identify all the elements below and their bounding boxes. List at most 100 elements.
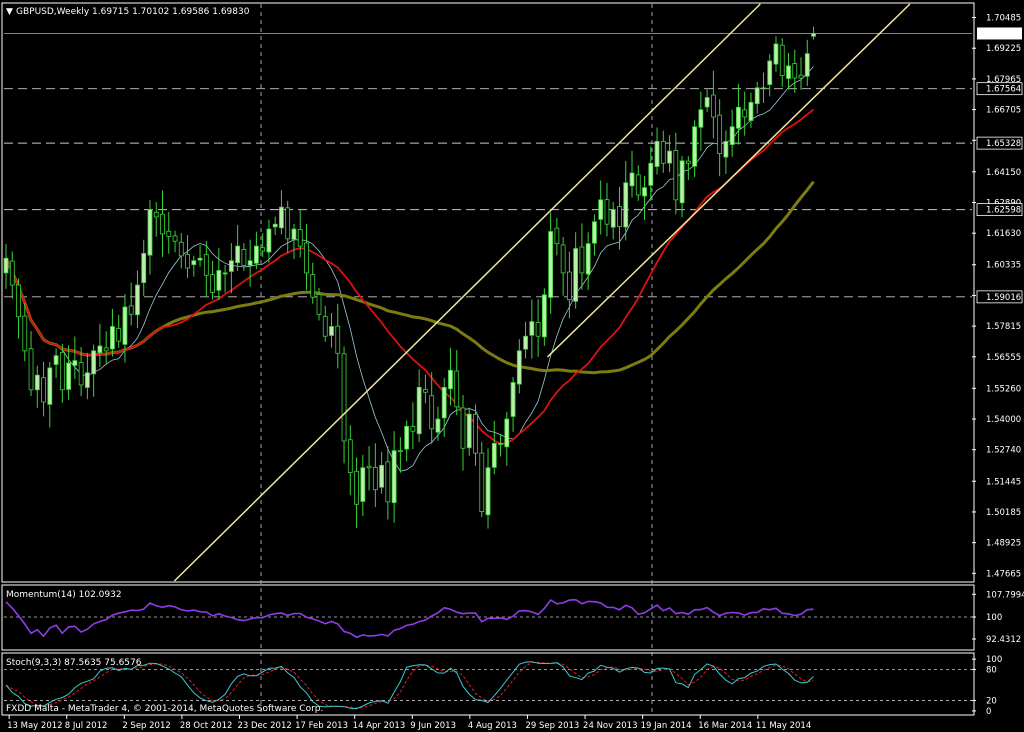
level-price-label: 1.62598	[986, 206, 1021, 216]
stoch-tick-label: 100	[986, 655, 1002, 665]
candle-body	[366, 465, 372, 469]
time-tick-label: 8 Jul 2012	[65, 721, 108, 731]
chart-ohlc: 1.69715 1.70102 1.69586 1.69830	[92, 7, 250, 17]
candle-body	[47, 367, 53, 405]
candle-body	[761, 87, 766, 90]
level-price-box	[976, 136, 1023, 150]
channel-line	[173, 3, 761, 582]
candle-body	[391, 450, 397, 504]
candle-body	[736, 106, 741, 129]
time-tick-label: 4 Aug 2013	[468, 721, 517, 731]
chart-menu-icon[interactable]: ▼	[6, 7, 13, 17]
candle-body	[535, 322, 541, 337]
candle-body	[466, 413, 472, 449]
candle-body	[354, 470, 359, 505]
grid	[4, 4, 972, 715]
candle-body	[310, 274, 316, 298]
candle-body	[491, 442, 497, 468]
current-price-label: 1.69830	[986, 29, 1021, 39]
level-price-label: 1.59016	[986, 293, 1021, 303]
momentum-tick-label: 100	[986, 613, 1002, 623]
price-tick-label: 1.57815	[986, 322, 1021, 332]
candle-body	[573, 248, 579, 302]
candle-body	[648, 162, 654, 186]
candle-body	[172, 235, 178, 242]
candle-body	[216, 270, 222, 291]
candle-body	[617, 206, 622, 228]
candle-body	[779, 44, 785, 77]
candle-body	[554, 227, 560, 245]
time-tick-label: 11 May 2014	[756, 721, 811, 731]
candle-body	[798, 74, 804, 79]
candle-body	[197, 257, 203, 261]
candle-body	[153, 211, 159, 218]
candle-body	[416, 386, 422, 435]
channel-line	[546, 3, 911, 358]
candle-body	[347, 439, 353, 474]
candle-body	[460, 407, 466, 449]
candle-body	[642, 187, 647, 197]
chart-title: GBPUSD,Weekly	[16, 7, 90, 17]
candle-body	[773, 43, 779, 65]
candle-body	[141, 253, 147, 283]
time-tick-label: 16 Mar 2014	[698, 721, 752, 731]
candle-body	[698, 109, 704, 128]
candle-body	[567, 271, 572, 301]
time-tick-label: 29 Sep 2013	[525, 721, 579, 731]
price-tick-label: 1.67965	[986, 75, 1021, 85]
candle-body	[235, 245, 241, 264]
candle-body	[41, 377, 46, 403]
candle-body	[210, 274, 215, 293]
channel-lines	[173, 3, 911, 582]
price-axis: 1.704851.692251.679651.667051.654451.641…	[972, 14, 1023, 579]
momentum-tick-label: 107.7994	[986, 590, 1024, 600]
time-tick-label: 14 Apr 2013	[353, 721, 406, 731]
candle-body	[685, 160, 691, 164]
candle-body	[498, 442, 503, 445]
candle-body	[454, 370, 460, 408]
candle-body	[116, 328, 122, 342]
candle-body	[792, 63, 798, 79]
candle-body	[635, 174, 641, 196]
candle-body	[748, 101, 754, 121]
candle-body	[667, 150, 672, 164]
ma-fast-line	[5, 66, 814, 472]
stoch-signal-line	[5, 661, 814, 709]
level-price-box	[976, 82, 1023, 96]
candle-body	[423, 389, 428, 393]
candle-body	[404, 425, 410, 450]
price-tick-label: 1.50185	[986, 508, 1021, 518]
candle-body	[228, 260, 234, 272]
candle-body	[128, 305, 134, 315]
candle-body	[448, 369, 453, 390]
candle-body	[135, 284, 140, 316]
candle-body	[97, 345, 103, 354]
candle-body	[504, 418, 510, 448]
price-tick-label: 1.69225	[986, 44, 1021, 54]
candle-body	[523, 335, 528, 350]
candle-body	[72, 360, 78, 366]
time-tick-label: 28 Oct 2012	[180, 721, 233, 731]
candle-body	[804, 53, 810, 77]
price-tick-label: 1.47665	[986, 569, 1021, 579]
price-tick-label: 1.52740	[986, 446, 1021, 456]
candle-body	[704, 97, 710, 108]
candle-body	[742, 109, 748, 118]
price-tick-label: 1.60335	[986, 261, 1021, 271]
candle-body	[285, 207, 291, 240]
candle-body	[272, 223, 278, 228]
candle-body	[160, 213, 165, 235]
candle-body	[266, 228, 272, 253]
price-tick-label: 1.51445	[986, 477, 1021, 487]
candle-body	[185, 254, 190, 269]
candle-body	[585, 243, 591, 275]
candle-body	[679, 160, 685, 204]
time-tick-label: 13 May 2012	[7, 721, 62, 731]
candle-body	[222, 272, 228, 275]
candle-body	[53, 355, 59, 365]
time-axis: 13 May 2012 8 Jul 2012 2 Sep 2012 28 Oct 20…	[7, 715, 811, 731]
candle-body	[435, 418, 441, 433]
price-tick-label: 1.64150	[986, 168, 1021, 178]
candle-body	[610, 209, 616, 228]
momentum-label: Momentum(14) 102.0932	[6, 590, 122, 600]
